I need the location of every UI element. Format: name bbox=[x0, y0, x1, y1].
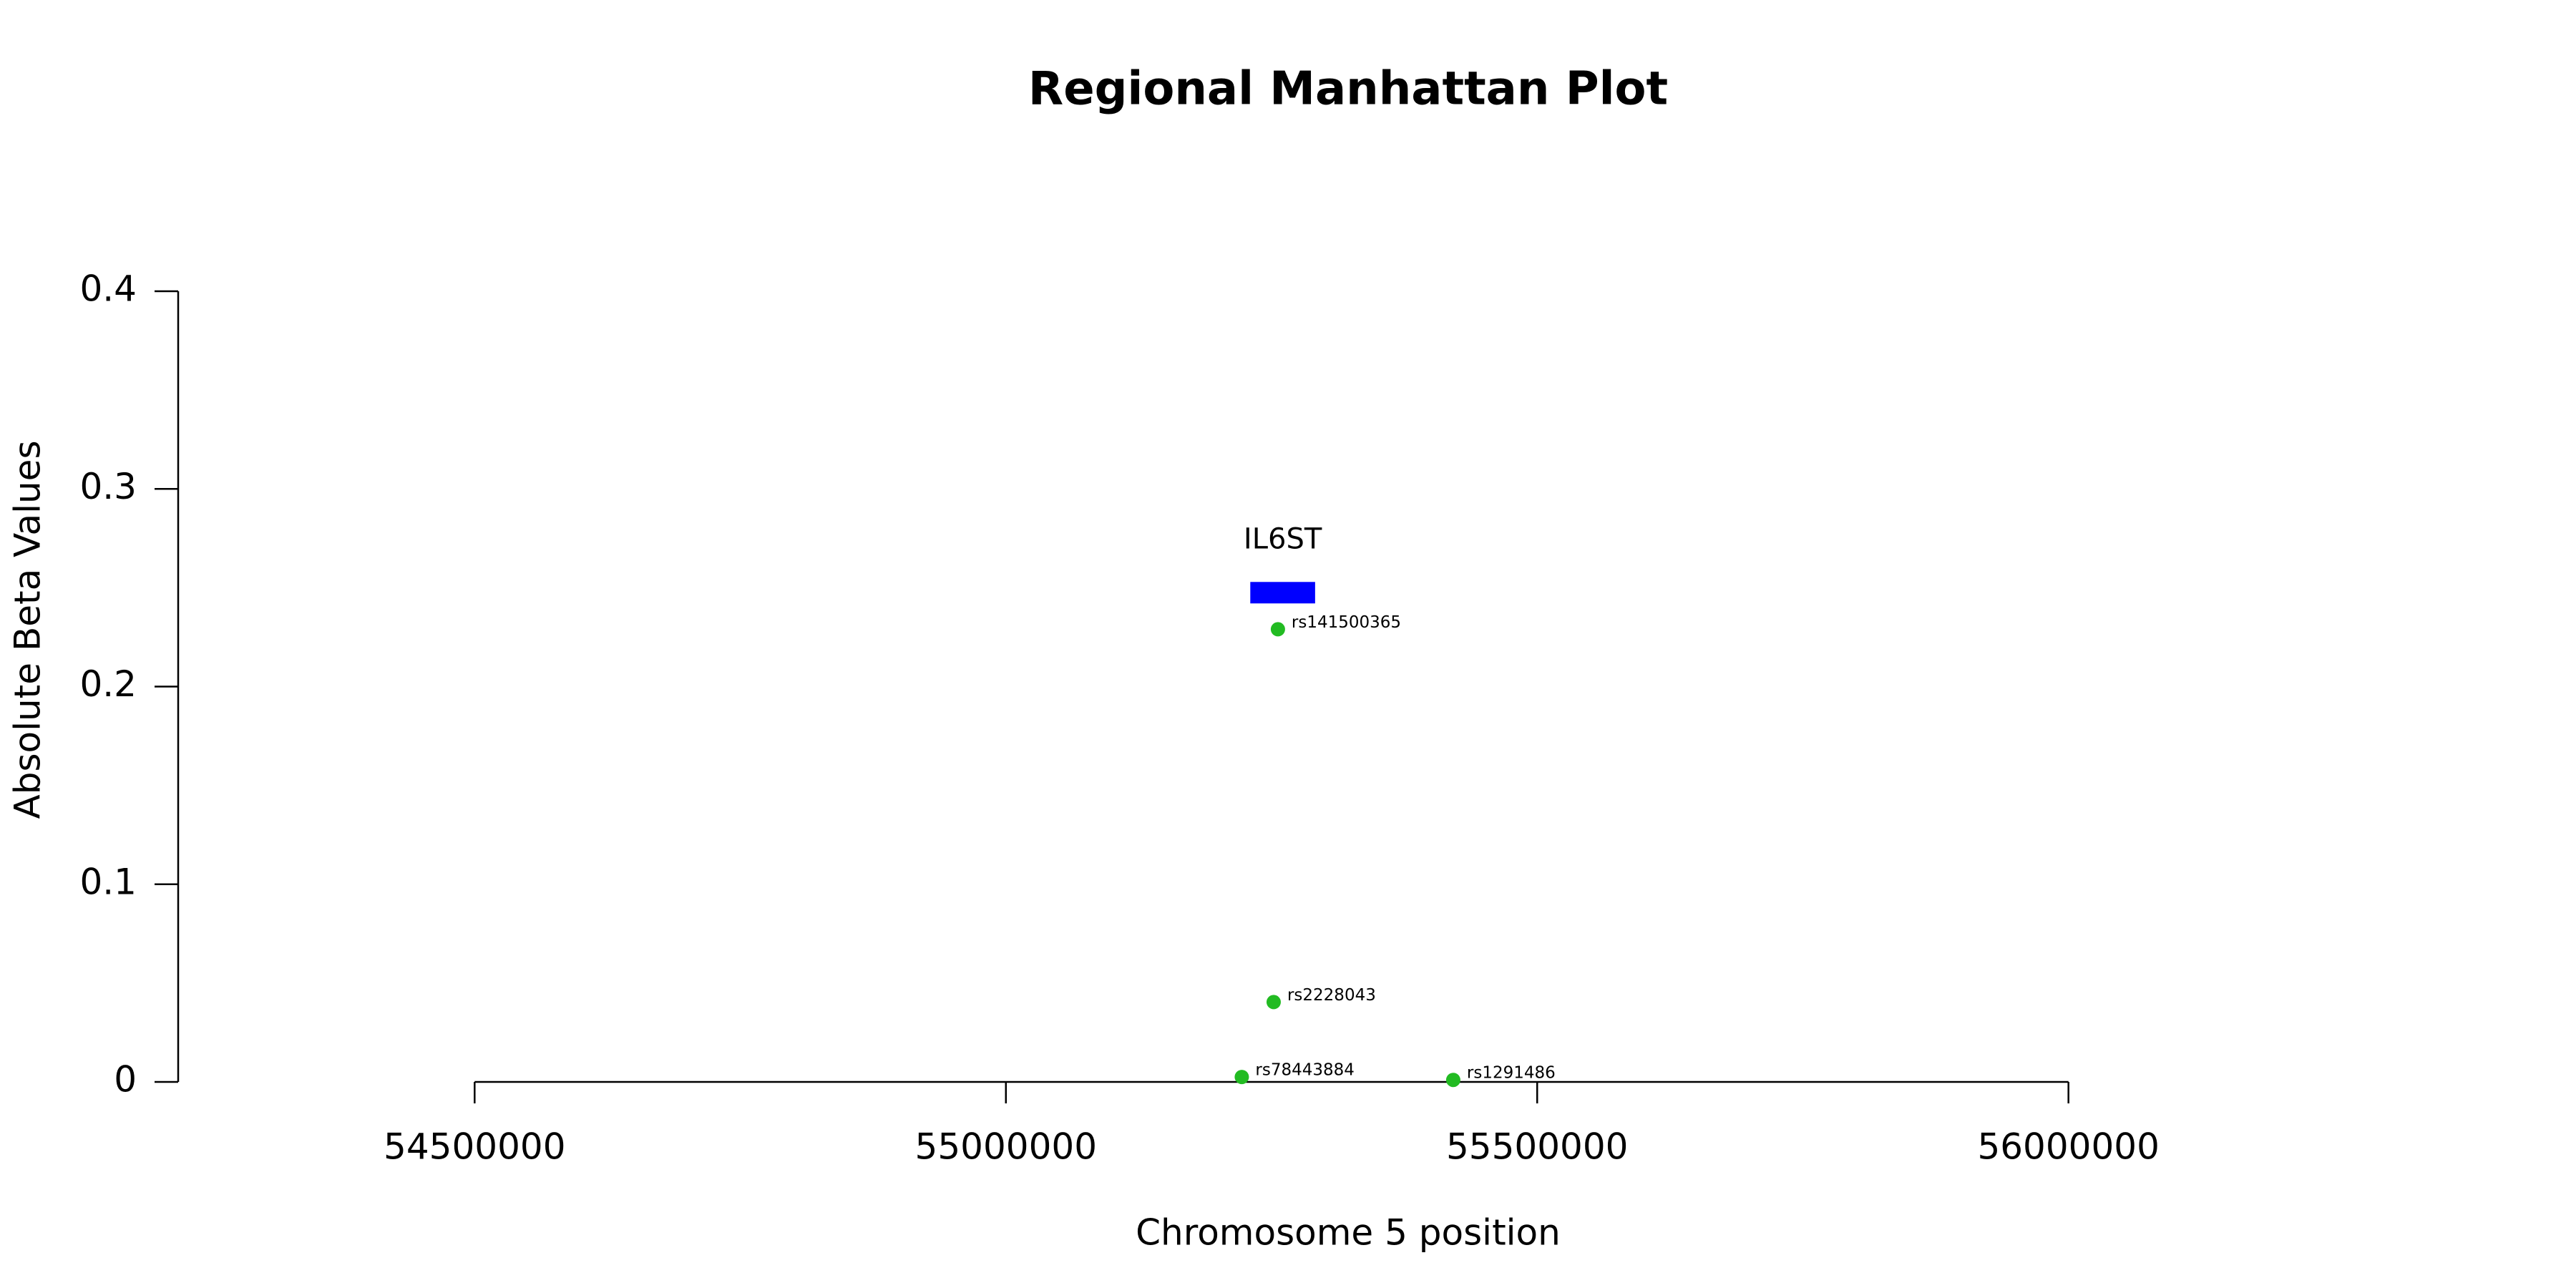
y-tick-label: 0.1 bbox=[79, 861, 137, 902]
x-axis-label: Chromosome 5 position bbox=[1136, 1212, 1561, 1254]
x-tick-label: 55500000 bbox=[1446, 1126, 1629, 1168]
snp-label: rs78443884 bbox=[1255, 1061, 1355, 1080]
snp-label: rs141500365 bbox=[1292, 613, 1401, 632]
chart-title: Regional Manhattan Plot bbox=[1028, 63, 1668, 116]
x-tick-label: 54500000 bbox=[384, 1126, 566, 1168]
snp-point bbox=[1445, 1073, 1460, 1088]
snp-point bbox=[1234, 1070, 1249, 1085]
snp-label: rs1291486 bbox=[1467, 1064, 1556, 1083]
x-tick-label: 56000000 bbox=[1977, 1126, 2160, 1168]
snp-label: rs2228043 bbox=[1287, 986, 1376, 1005]
y-axis-label: Absolute Beta Values bbox=[7, 441, 49, 819]
y-tick-label: 0.3 bbox=[79, 466, 137, 507]
y-tick-label: 0 bbox=[114, 1059, 137, 1101]
gene-label: IL6ST bbox=[1244, 522, 1322, 555]
gene-box bbox=[1250, 582, 1315, 604]
y-tick-label: 0.2 bbox=[79, 663, 137, 705]
snp-point bbox=[1270, 622, 1285, 637]
x-tick-label: 55000000 bbox=[915, 1126, 1098, 1168]
snp-point bbox=[1266, 995, 1281, 1010]
y-tick-label: 0.4 bbox=[79, 268, 137, 310]
